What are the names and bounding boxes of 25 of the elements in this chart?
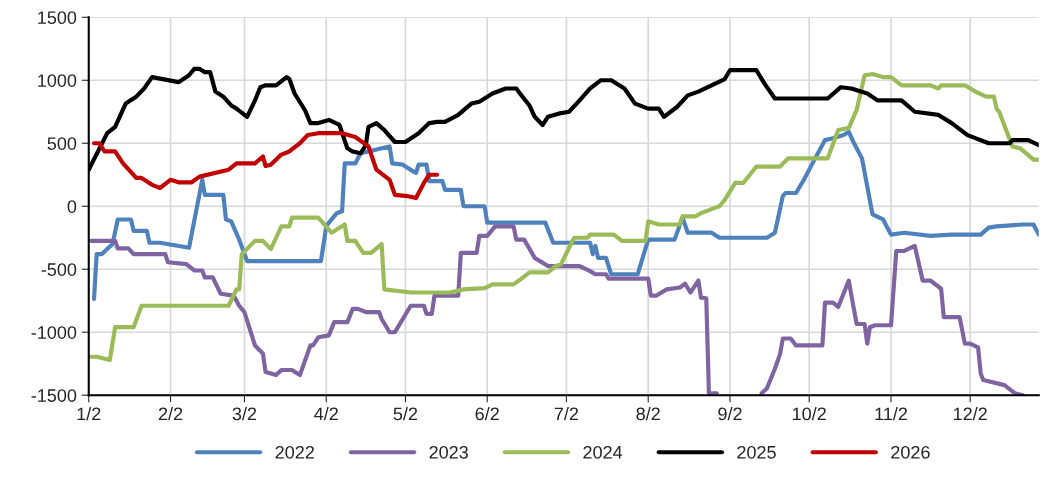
x-tick-label: 8/2: [636, 407, 660, 421]
legend-label: 2025: [737, 445, 776, 459]
x-tick-label: 1/2: [77, 407, 101, 421]
y-tick-label: -1000: [31, 326, 77, 339]
x-tick-label: 7/2: [554, 407, 579, 421]
x-tick-label: 2/2: [158, 407, 183, 421]
legend-label: 2026: [891, 445, 930, 459]
x-tick-label: 3/2: [232, 407, 257, 421]
x-tick-label: 12/2: [953, 407, 987, 421]
y-tick-label: 1500: [38, 11, 77, 25]
line-series: [91, 131, 440, 201]
legend-label: 2022: [275, 445, 314, 459]
x-tick-label: 6/2: [475, 407, 499, 421]
y-tick-label: 1000: [38, 74, 77, 87]
y-tick-label: -500: [41, 263, 77, 276]
x-tick-label: 10/2: [792, 407, 826, 421]
x-tick-label: 5/2: [393, 407, 418, 421]
x-tick-label: 11/2: [875, 407, 907, 421]
y-tick-label: -1500: [31, 389, 77, 402]
legend-label: 2023: [429, 445, 468, 459]
y-tick-label: 0: [67, 200, 77, 213]
legend-label: 2024: [583, 445, 623, 459]
y-tick-label: 500: [47, 137, 77, 150]
x-tick-label: 9/2: [718, 407, 742, 421]
x-tick-label: 4/2: [314, 407, 338, 421]
